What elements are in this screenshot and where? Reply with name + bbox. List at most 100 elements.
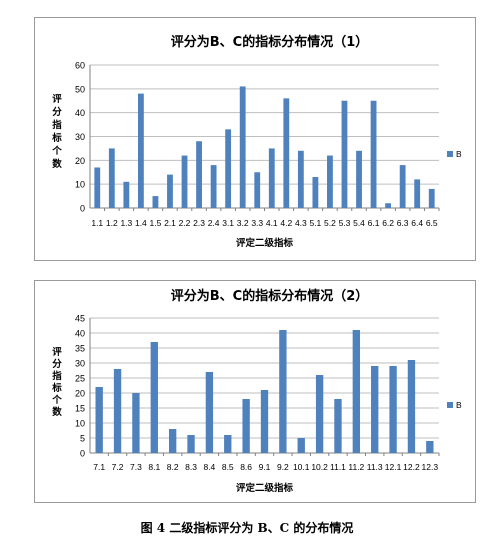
bar bbox=[327, 155, 333, 208]
y-tick-label: 50 bbox=[75, 84, 85, 94]
x-tick-label: 5.4 bbox=[353, 218, 365, 228]
x-tick-label: 10.2 bbox=[311, 462, 328, 472]
legend-swatch bbox=[447, 151, 453, 157]
y-tick-label: 20 bbox=[75, 156, 85, 166]
x-tick-label: 7.3 bbox=[130, 462, 142, 472]
bar bbox=[137, 93, 144, 208]
x-tick-label: 1.4 bbox=[135, 218, 147, 228]
y-tick-label: 40 bbox=[75, 108, 85, 118]
x-tick-label: 2.4 bbox=[208, 218, 220, 228]
bar bbox=[297, 150, 304, 208]
bar bbox=[426, 441, 434, 453]
bar bbox=[132, 393, 140, 453]
x-tick-label: 3.1 bbox=[222, 218, 234, 228]
y-tick-label: 25 bbox=[75, 374, 85, 384]
x-tick-label: 1.3 bbox=[120, 218, 132, 228]
x-tick-label: 11.1 bbox=[330, 462, 346, 472]
bar bbox=[167, 174, 173, 208]
bar bbox=[152, 196, 159, 208]
x-tick-label: 5.2 bbox=[324, 218, 336, 228]
y-tick-label: 20 bbox=[75, 389, 85, 399]
x-tick-label: 11.3 bbox=[367, 462, 383, 472]
figure-caption: 图 4 二级指标评分为 B、C 的分布情况 bbox=[140, 521, 354, 535]
x-tick-label: 7.1 bbox=[93, 462, 105, 472]
bar bbox=[187, 435, 195, 453]
bar bbox=[260, 390, 269, 453]
x-tick-label: 6.2 bbox=[382, 218, 394, 228]
bar bbox=[312, 177, 319, 208]
y-tick-label: 15 bbox=[75, 404, 85, 414]
bar bbox=[181, 155, 188, 208]
x-tick-label: 12.2 bbox=[403, 462, 420, 472]
y-tick-label: 0 bbox=[80, 449, 85, 459]
x-tick-label: 3.2 bbox=[237, 218, 249, 228]
x-tick-label: 10.1 bbox=[293, 462, 310, 472]
bar bbox=[224, 435, 232, 453]
x-tick-label: 2.3 bbox=[193, 218, 205, 228]
x-tick-label: 11.2 bbox=[348, 462, 364, 472]
bar bbox=[341, 100, 348, 208]
x-tick-label: 2.2 bbox=[179, 218, 191, 228]
bar bbox=[283, 98, 290, 208]
bar-chart-2: 0 5 10 15 20 25 30 35 40 45 7.1 7.2 7.3 8.1 8.2 8.3 8.4 8… bbox=[51, 288, 462, 494]
x-tick-label: 4.3 bbox=[295, 218, 307, 228]
bar-chart-1: 0 10 20 30 40 50 60 1.1 1.2 1.3 1.4 1.5 2.1 2.2 2.3 2.4… bbox=[51, 34, 462, 249]
bar bbox=[389, 366, 397, 453]
chart-title: 评分为B、C的指标分布情况（2） bbox=[171, 288, 369, 304]
bar bbox=[428, 188, 435, 208]
x-tick-label: 5.1 bbox=[309, 218, 321, 228]
x-tick-label: 8.6 bbox=[240, 462, 252, 472]
bar bbox=[385, 203, 392, 208]
y-tick-label: 40 bbox=[75, 329, 85, 339]
y-tick-label: 10 bbox=[75, 180, 85, 190]
x-tick-label: 7.2 bbox=[112, 462, 124, 472]
y-axis-label: 评分指标个数 bbox=[51, 93, 62, 170]
bar bbox=[210, 165, 217, 208]
x-tick-label: 6.4 bbox=[411, 218, 423, 228]
bar bbox=[94, 167, 101, 208]
x-axis-label: 评定二级指标 bbox=[236, 237, 294, 249]
chart-title: 评分为B、C的指标分布情况（1） bbox=[171, 34, 369, 50]
x-tick-label: 6.1 bbox=[368, 218, 380, 228]
legend-label: B bbox=[456, 149, 462, 159]
x-tick-label: 8.4 bbox=[203, 462, 215, 472]
legend-swatch bbox=[447, 402, 453, 408]
y-tick-label: 0 bbox=[80, 204, 85, 214]
x-tick-label: 1.5 bbox=[150, 218, 162, 228]
x-tick-label: 3.3 bbox=[251, 218, 263, 228]
bar bbox=[352, 330, 361, 453]
bar bbox=[113, 369, 122, 453]
y-tick-label: 60 bbox=[75, 61, 85, 71]
x-tick-label: 9.1 bbox=[259, 462, 271, 472]
bar bbox=[242, 399, 250, 453]
legend-label: B bbox=[456, 400, 462, 410]
bar bbox=[254, 172, 261, 208]
x-tick-label: 8.5 bbox=[222, 462, 234, 472]
bar bbox=[268, 148, 275, 208]
x-tick-label: 4.1 bbox=[266, 218, 278, 228]
y-axis-label: 评分指标个数 bbox=[51, 346, 62, 418]
x-tick-label: 8.1 bbox=[148, 462, 160, 472]
chart-panel-1: 0 10 20 30 40 50 60 1.1 1.2 1.3 1.4 1.5 2.1 2.2 2.3 2.4… bbox=[34, 17, 476, 261]
bar bbox=[370, 100, 377, 208]
bar bbox=[279, 330, 287, 453]
x-tick-label: 5.3 bbox=[339, 218, 351, 228]
x-tick-label: 9.2 bbox=[277, 462, 289, 472]
x-tick-label: 8.2 bbox=[167, 462, 179, 472]
bar bbox=[356, 150, 362, 208]
y-tick-label: 10 bbox=[75, 419, 85, 429]
x-tick-label: 6.5 bbox=[426, 218, 438, 228]
bar bbox=[95, 387, 103, 453]
x-tick-label: 12.3 bbox=[422, 462, 439, 472]
bar bbox=[150, 342, 158, 453]
x-tick-label: 6.3 bbox=[397, 218, 409, 228]
bar bbox=[196, 141, 202, 208]
x-tick-label: 1.2 bbox=[106, 218, 118, 228]
bar bbox=[225, 129, 232, 208]
bar bbox=[315, 375, 324, 453]
bar bbox=[407, 360, 416, 453]
bar bbox=[123, 181, 130, 208]
x-axis-label: 评定二级指标 bbox=[236, 482, 294, 494]
bar bbox=[371, 366, 379, 453]
x-tick-label: 4.2 bbox=[280, 218, 292, 228]
